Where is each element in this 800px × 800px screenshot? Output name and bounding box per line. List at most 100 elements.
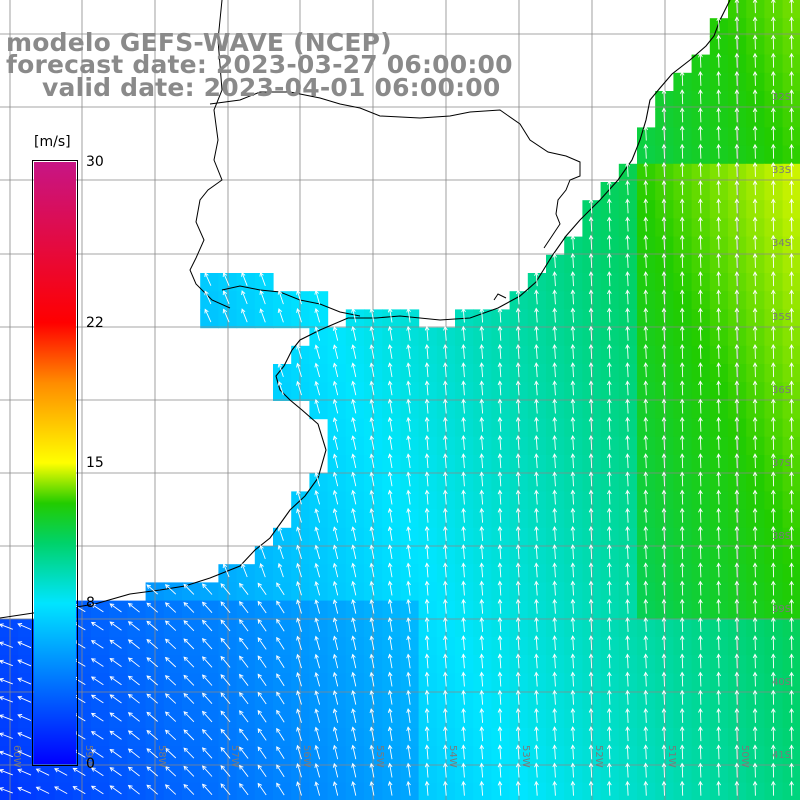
wind-arrow — [351, 653, 357, 669]
wind-arrow — [552, 489, 557, 505]
wind-arrow — [146, 784, 158, 795]
wind-arrow — [770, 489, 776, 505]
wind-arrow — [534, 416, 539, 432]
colorbar-unit: [m/s] — [34, 134, 71, 150]
wind-arrow — [296, 744, 302, 760]
wind-arrow — [625, 362, 630, 378]
wind-arrow — [479, 744, 485, 760]
wind-arrow — [276, 709, 285, 723]
colorbar-tick-label: 15 — [86, 455, 104, 471]
wind-arrow — [679, 453, 685, 469]
wind-arrow — [752, 34, 758, 50]
wind-arrow — [734, 562, 740, 578]
wind-arrow — [679, 616, 685, 632]
latitude-label: 38S — [772, 531, 791, 542]
wind-arrow — [424, 453, 430, 469]
wind-arrow — [296, 344, 302, 359]
wind-arrow — [515, 780, 521, 796]
wind-arrow — [424, 635, 430, 651]
wind-arrow — [369, 562, 375, 578]
wind-arrow — [570, 398, 576, 414]
wind-arrow — [789, 34, 794, 50]
wind-arrow — [679, 198, 685, 214]
wind-arrow — [257, 673, 267, 687]
wind-arrow — [752, 362, 758, 378]
wind-arrow — [698, 52, 703, 68]
wind-arrow — [351, 671, 357, 687]
wind-arrow — [752, 707, 758, 723]
wind-arrow — [716, 525, 721, 541]
wind-speed-cell — [109, 782, 128, 800]
wind-arrow — [239, 746, 249, 759]
wind-arrow — [369, 762, 375, 778]
wind-arrow — [406, 580, 411, 596]
wind-arrow — [146, 711, 158, 722]
wind-arrow — [716, 707, 721, 723]
wind-arrow — [164, 766, 177, 777]
wind-arrow — [570, 562, 576, 578]
wind-arrow — [443, 616, 448, 632]
wind-arrow — [679, 689, 685, 705]
wind-arrow — [789, 161, 794, 177]
wind-arrow — [625, 744, 630, 760]
wind-arrow — [588, 198, 594, 214]
wind-arrow — [734, 234, 740, 250]
wind-arrow — [534, 362, 539, 378]
wind-arrow — [164, 620, 177, 631]
wind-arrow — [770, 598, 776, 614]
wind-arrow — [643, 671, 649, 687]
wind-arrow — [0, 750, 13, 758]
wind-arrow — [424, 489, 430, 505]
wind-arrow — [369, 689, 375, 705]
wind-arrow — [770, 198, 776, 214]
wind-arrow — [164, 747, 177, 759]
wind-arrow — [109, 730, 122, 740]
wind-arrow — [606, 398, 612, 414]
wind-arrow — [239, 764, 249, 777]
wind-arrow — [201, 674, 213, 686]
wind-arrow — [479, 562, 485, 578]
wind-arrow — [479, 453, 485, 469]
wind-arrow — [661, 562, 667, 578]
wind-arrow — [369, 416, 375, 432]
wind-arrow — [314, 672, 321, 687]
wind-arrow — [201, 765, 213, 777]
wind-arrow — [643, 380, 649, 396]
wind-arrow — [534, 398, 539, 414]
wind-arrow — [789, 16, 794, 32]
wind-arrow — [534, 744, 539, 760]
wind-arrow — [443, 362, 448, 378]
wind-arrow — [679, 744, 685, 760]
wind-arrow — [643, 453, 649, 469]
wind-arrow — [770, 252, 776, 268]
wind-arrow — [406, 598, 411, 614]
wind-arrow — [351, 762, 357, 778]
wind-arrow — [515, 489, 521, 505]
wind-arrow — [387, 344, 393, 359]
wind-arrow — [17, 750, 32, 758]
wind-arrow — [552, 707, 557, 723]
wind-arrow — [588, 252, 594, 268]
river-outline — [221, 285, 507, 317]
wind-arrow — [369, 471, 375, 487]
longitude-label: 51W — [666, 745, 677, 768]
wind-arrow — [716, 161, 721, 177]
wind-arrow — [332, 781, 339, 796]
wind-arrow — [606, 489, 612, 505]
wind-arrow — [497, 653, 503, 669]
wind-arrow — [789, 598, 794, 614]
wind-arrow — [752, 434, 758, 450]
wind-arrow — [534, 598, 539, 614]
wind-arrow — [54, 786, 68, 794]
latitude-label: 40S — [772, 677, 791, 688]
wind-arrow — [752, 762, 758, 778]
wind-arrow — [183, 747, 195, 759]
wind-speed-cell — [18, 782, 37, 800]
wind-arrow — [570, 635, 576, 651]
wind-arrow — [625, 325, 630, 341]
wind-arrow — [643, 416, 649, 432]
wind-arrow — [734, 580, 740, 596]
wind-arrow — [515, 525, 521, 541]
wind-arrow — [606, 216, 612, 232]
wind-arrow — [661, 307, 667, 323]
